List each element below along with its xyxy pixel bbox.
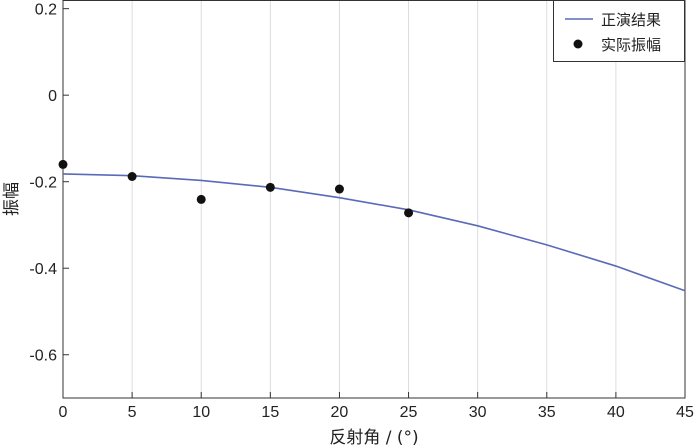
y-tick-label: -0.4 (29, 261, 57, 278)
grid-lines (131, 0, 617, 398)
y-tick-label: -0.6 (29, 348, 57, 365)
legend-dot-label: 实际振幅 (601, 36, 661, 54)
data-point-measured (334, 184, 344, 194)
x-tick-label: 35 (538, 404, 556, 421)
x-tick-label: 5 (128, 404, 137, 421)
data-point-measured (404, 208, 414, 218)
y-tick-label: -0.2 (29, 175, 57, 192)
legend: 正演结果 实际振幅 (553, 0, 685, 62)
x-axis-title: 反射角 / (°) (329, 428, 418, 448)
legend-box (553, 0, 685, 62)
data-point-measured (196, 194, 206, 204)
x-tick-label: 30 (469, 404, 487, 421)
x-tick-label: 25 (400, 404, 418, 421)
axis-ticks: 0 5 10 15 20 25 30 35 40 45 0.2 0 -0.2 -0.4 -0.6 (29, 2, 694, 421)
x-tick-label: 40 (607, 404, 625, 421)
series-line-forward-model (62, 173, 686, 292)
x-tick-label: 0 (59, 404, 68, 421)
legend-line-label: 正演结果 (601, 11, 661, 29)
data-point-measured (127, 172, 137, 182)
x-tick-label: 15 (261, 404, 279, 421)
data-point-measured (58, 159, 68, 169)
legend-dot-swatch (573, 39, 583, 49)
plot-frame (62, 0, 686, 399)
y-axis-title: 振幅 (2, 182, 22, 216)
x-tick-label: 45 (676, 404, 694, 421)
x-tick-label: 10 (192, 404, 210, 421)
y-tick-label: 0.2 (35, 2, 57, 19)
series (58, 159, 686, 292)
x-tick-label: 20 (331, 404, 349, 421)
y-tick-label: 0 (48, 88, 57, 105)
data-point-measured (265, 182, 275, 192)
